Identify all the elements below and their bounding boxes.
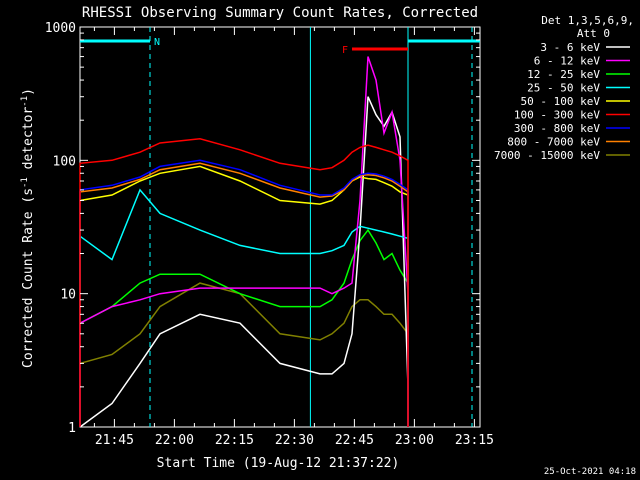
x-tick-label: 23:15 <box>455 433 494 448</box>
y-label-mid: detector <box>21 107 36 178</box>
series-line-3-6-keV <box>79 96 409 428</box>
y-label-main: Corrected Count Rate (s <box>21 188 36 368</box>
series-line-25-50-keV <box>79 188 409 427</box>
annotations: NF <box>80 27 480 427</box>
y-axis-label: Corrected Count Rate (s-1 detector-1) <box>20 88 36 368</box>
series-line-300-800-keV <box>79 159 409 427</box>
x-tick-label: 23:00 <box>395 433 434 448</box>
y-label-end: ) <box>21 88 36 96</box>
legend-entry-label: 3 - 6 keV <box>540 41 600 54</box>
x-axis-label: Start Time (19-Aug-12 21:37:22) <box>157 456 400 471</box>
series-line-7000-15000-keV <box>79 282 409 427</box>
series-line-50-100-keV <box>79 165 409 427</box>
legend-attenuator: Att 0 <box>577 27 610 40</box>
y-tick-label: 1000 <box>45 21 76 36</box>
series-line-6-12-keV <box>79 56 409 427</box>
series-line-12-25-keV <box>79 228 409 427</box>
plot-area <box>79 26 481 428</box>
series-line-800-7000-keV <box>79 162 409 427</box>
flare-label: F <box>342 45 348 56</box>
legend-entry-label: 7000 - 15000 keV <box>494 149 600 162</box>
series-group <box>79 56 409 428</box>
x-tick-label: 21:45 <box>95 433 134 448</box>
legend-entry-label: 800 - 7000 keV <box>507 136 600 149</box>
series-line-100-300-keV <box>79 138 409 427</box>
legend-entry-label: 50 - 100 keV <box>521 95 601 108</box>
x-tick-label: 22:00 <box>155 433 194 448</box>
night-label: N <box>154 37 160 48</box>
x-tick-label: 22:15 <box>215 433 254 448</box>
x-tick-label: 22:30 <box>275 433 314 448</box>
axis-ticks: 21:45 22:00 22:15 22:30 22:45 23:00 23:15 1 10 10… <box>45 21 494 448</box>
legend-entry-label: 12 - 25 keV <box>527 68 600 81</box>
legend-entry-label: 6 - 12 keV <box>534 55 601 68</box>
chart-title: RHESSI Observing Summary Count Rates, Co… <box>82 5 478 21</box>
legend-entry-label: 100 - 300 keV <box>514 109 600 122</box>
y-label-sup1: -1 <box>20 177 30 188</box>
legend-entry-label: 300 - 800 keV <box>514 122 600 135</box>
timestamp: 25-Oct-2021 04:18 <box>544 467 636 477</box>
legend-header: Det 1,3,5,6,9, <box>541 14 634 27</box>
y-label-sup2: -1 <box>20 96 30 107</box>
legend-entry-label: 25 - 50 keV <box>527 82 600 95</box>
y-tick-label: 10 <box>60 288 76 303</box>
y-tick-label: 1 <box>68 421 76 436</box>
x-tick-label: 22:45 <box>335 433 374 448</box>
y-tick-label: 100 <box>53 154 76 169</box>
